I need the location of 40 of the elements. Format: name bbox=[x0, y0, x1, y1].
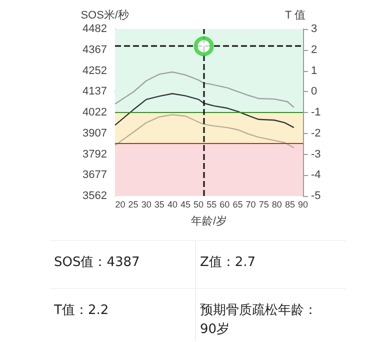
y-tick-label: 4367 bbox=[82, 44, 107, 56]
x-tick-label: 45 bbox=[180, 200, 191, 210]
x-tick-label: 90 bbox=[298, 200, 308, 210]
x-tick-label: 30 bbox=[141, 200, 152, 210]
y2-tick-label: -3 bbox=[311, 148, 321, 160]
x-tick-label: 35 bbox=[154, 200, 164, 210]
x-tick-label: 60 bbox=[220, 200, 230, 210]
y2-tick-label: 2 bbox=[311, 44, 318, 56]
x-tick-label: 50 bbox=[194, 200, 204, 210]
x-tick-label: 40 bbox=[167, 200, 178, 210]
x-tick-label: 85 bbox=[284, 200, 295, 210]
x-tick-label: 75 bbox=[258, 200, 269, 210]
y-tick-label: 3792 bbox=[82, 148, 107, 160]
text: SOS值：4387 bbox=[50, 241, 196, 289]
y2-tick-label: -2 bbox=[311, 127, 321, 140]
y-tick-label: 4482 bbox=[82, 23, 107, 35]
text: Z值：2.7 bbox=[196, 241, 346, 289]
x-tick-label: 55 bbox=[206, 200, 217, 210]
y-tick-label: 4252 bbox=[82, 64, 107, 77]
y2-tick-label: 0 bbox=[311, 86, 318, 98]
y2-tick-label: 3 bbox=[311, 23, 318, 35]
x-tick-label: 65 bbox=[232, 200, 243, 210]
y-tick-label: 3562 bbox=[82, 190, 107, 202]
y-tick-label: 4137 bbox=[82, 86, 107, 98]
y-tick-label: 3677 bbox=[82, 169, 107, 182]
x-tick-label: 25 bbox=[128, 200, 138, 210]
y2-tick-label: 1 bbox=[311, 64, 318, 77]
x-tick-label: 80 bbox=[272, 200, 282, 210]
y2-axis-title: T 值 bbox=[285, 10, 306, 22]
y-axis-title: SOS米/秒 bbox=[80, 8, 129, 22]
y2-tick-label: -5 bbox=[311, 190, 321, 202]
text: T值：2.2 bbox=[50, 289, 196, 341]
x-tick-label: 20 bbox=[115, 200, 126, 210]
x-axis-title: 年龄/岁 bbox=[190, 216, 228, 228]
text: 预期骨质疏松年龄：90岁 bbox=[199, 302, 318, 339]
y-tick-label: 3907 bbox=[82, 127, 107, 140]
y-tick-label: 4022 bbox=[82, 106, 107, 118]
x-tick-label: 70 bbox=[246, 200, 256, 210]
y2-tick-label: -4 bbox=[311, 169, 321, 182]
y2-tick-label: -1 bbox=[311, 106, 321, 118]
